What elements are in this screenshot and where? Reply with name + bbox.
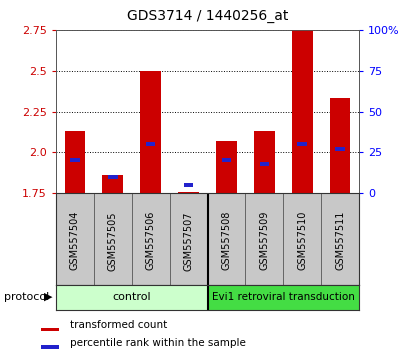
Bar <box>56 285 208 310</box>
Bar <box>216 141 237 193</box>
Bar <box>146 142 156 146</box>
Text: protocol: protocol <box>4 292 49 302</box>
Bar <box>254 131 275 193</box>
Bar <box>178 192 199 193</box>
Bar <box>103 175 123 193</box>
Text: ▶: ▶ <box>44 292 52 302</box>
Bar <box>330 98 350 193</box>
Text: Evi1 retroviral transduction: Evi1 retroviral transduction <box>212 292 355 302</box>
Text: percentile rank within the sample: percentile rank within the sample <box>70 338 246 348</box>
Text: GSM557510: GSM557510 <box>297 211 307 270</box>
Bar <box>70 158 80 162</box>
Bar <box>140 71 161 193</box>
Text: control: control <box>112 292 151 302</box>
Text: GSM557511: GSM557511 <box>335 211 345 270</box>
Text: GSM557508: GSM557508 <box>222 211 232 270</box>
Bar <box>298 142 307 146</box>
Bar <box>208 285 359 310</box>
Text: GSM557509: GSM557509 <box>259 211 269 270</box>
Bar <box>108 175 117 179</box>
Text: GSM557506: GSM557506 <box>146 211 156 270</box>
Bar <box>41 345 59 349</box>
Bar <box>222 158 231 162</box>
Bar <box>292 19 312 193</box>
Text: GSM557504: GSM557504 <box>70 211 80 270</box>
Text: GSM557505: GSM557505 <box>108 211 118 270</box>
Bar <box>259 161 269 166</box>
Bar <box>65 131 85 193</box>
Text: GDS3714 / 1440256_at: GDS3714 / 1440256_at <box>127 9 288 23</box>
Bar <box>41 327 59 331</box>
Text: transformed count: transformed count <box>70 320 167 330</box>
Bar <box>184 183 193 187</box>
Bar <box>335 147 345 151</box>
Text: GSM557507: GSM557507 <box>183 211 193 270</box>
